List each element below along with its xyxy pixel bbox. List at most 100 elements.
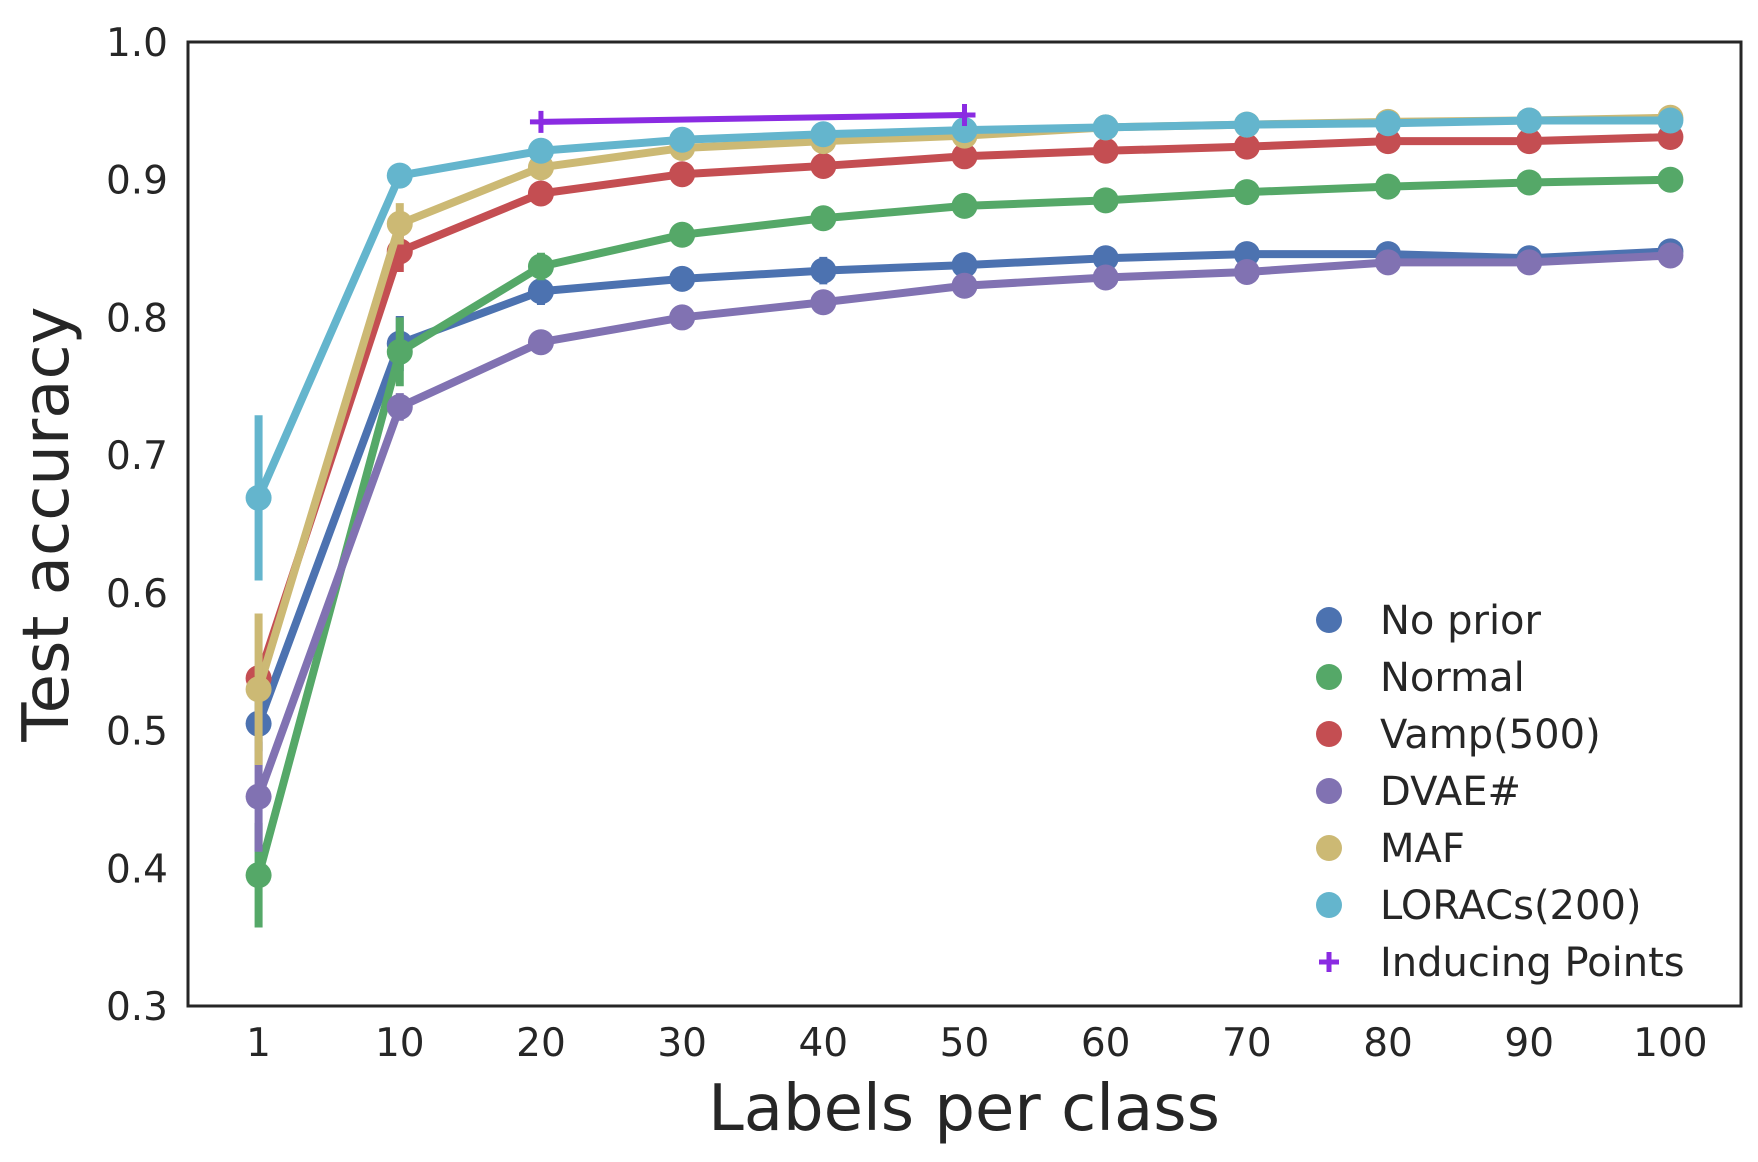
- data-point: [527, 278, 554, 305]
- data-point: [245, 783, 272, 810]
- legend-marker: [1316, 664, 1342, 690]
- y-tick-label: 0.4: [106, 847, 168, 892]
- data-point: [245, 676, 272, 703]
- data-point: [810, 289, 837, 316]
- data-point: [669, 265, 696, 292]
- legend-item: Vamp(500): [1316, 712, 1601, 758]
- data-point: [527, 180, 554, 207]
- legend-label: No prior: [1380, 598, 1542, 644]
- x-tick-label: 40: [798, 1021, 848, 1066]
- data-point: [245, 484, 272, 511]
- x-tick-label: 100: [1633, 1021, 1707, 1066]
- series-layer: [245, 103, 1684, 928]
- legend-label: MAF: [1380, 826, 1465, 872]
- legend-item: DVAE#: [1316, 769, 1521, 815]
- legend-marker: [1316, 778, 1342, 804]
- data-point: [1657, 242, 1684, 269]
- data-point: [951, 272, 978, 299]
- y-axis-title: Test accuracy: [10, 306, 84, 742]
- data-point: [1657, 166, 1684, 193]
- data-point: [1092, 187, 1119, 214]
- data-point: [527, 329, 554, 356]
- data-point: [1092, 245, 1119, 272]
- y-tick-label: 1.0: [106, 21, 168, 66]
- legend-label: Vamp(500): [1380, 712, 1601, 758]
- series-Normal: [245, 166, 1684, 928]
- data-point: [669, 304, 696, 331]
- legend: No prior Normal Vamp(500) DVAE# MAF LORACs(20…: [1316, 598, 1685, 986]
- data-point: [1375, 249, 1402, 276]
- series-line: [540, 111, 965, 125]
- data-point: [1375, 128, 1402, 155]
- data-point: [1233, 133, 1260, 160]
- x-tick-label: 50: [940, 1021, 990, 1066]
- series-line: [254, 247, 1675, 728]
- x-tick-label: 70: [1222, 1021, 1272, 1066]
- data-point: [810, 205, 837, 232]
- data-point: [810, 257, 837, 284]
- data-point: [1092, 137, 1119, 164]
- series-DVAE#: [245, 242, 1684, 852]
- data-point: [1092, 114, 1119, 141]
- y-tick-label: 0.8: [106, 296, 168, 341]
- data-point: [1516, 249, 1543, 276]
- data-point: [1233, 241, 1260, 268]
- data-point: [1516, 128, 1543, 155]
- legend-marker: [1316, 892, 1342, 918]
- data-point: [669, 161, 696, 188]
- legend-item: LORACs(200): [1316, 883, 1642, 929]
- y-tick-label: 0.6: [106, 572, 168, 617]
- legend-marker: [1316, 607, 1342, 633]
- legend-label: Inducing Points: [1380, 940, 1685, 986]
- y-tick-label: 0.5: [106, 710, 168, 755]
- x-axis-title: Labels per class: [708, 1072, 1220, 1146]
- legend-label: Normal: [1380, 655, 1525, 701]
- y-tick-labels: 0.3 0.4 0.5 0.6 0.7 0.8 0.9 1.0: [106, 21, 168, 1030]
- data-point: [386, 210, 413, 237]
- data-point: [810, 152, 837, 179]
- data-point: [951, 192, 978, 219]
- series-LORACs(200): [245, 107, 1684, 581]
- data-point: [245, 862, 272, 889]
- legend-item: MAF: [1316, 826, 1465, 872]
- data-point: [386, 162, 413, 189]
- data-point: [1657, 107, 1684, 134]
- data-point: [669, 126, 696, 153]
- data-point: [1375, 110, 1402, 137]
- series-Vamp(500): [245, 124, 1684, 693]
- x-tick-label: 30: [657, 1021, 707, 1066]
- legend-marker: [1319, 952, 1339, 972]
- legend-item: No prior: [1316, 598, 1542, 644]
- data-point: [1233, 258, 1260, 285]
- plus-marker: [953, 103, 976, 126]
- plus-marker: [529, 110, 552, 133]
- data-point: [1516, 107, 1543, 134]
- legend-label: LORACs(200): [1380, 883, 1642, 929]
- x-tick-label: 10: [375, 1021, 425, 1066]
- legend-label: DVAE#: [1380, 769, 1521, 815]
- data-point: [1233, 179, 1260, 206]
- legend-item: Normal: [1316, 655, 1525, 701]
- plot-frame: [186, 40, 1743, 1008]
- data-point: [951, 143, 978, 170]
- data-point: [951, 117, 978, 144]
- data-point: [386, 393, 413, 420]
- data-point: [527, 253, 554, 280]
- x-tick-label: 60: [1081, 1021, 1131, 1066]
- x-tick-label: 90: [1504, 1021, 1554, 1066]
- data-point: [1375, 173, 1402, 200]
- y-tick-label: 0.9: [106, 159, 168, 204]
- x-tick-labels: 1 10 20 30 40 50 60 70 80 90 100: [246, 1021, 1707, 1066]
- legend-marker: [1316, 835, 1342, 861]
- legend-item: Inducing Points: [1319, 940, 1685, 986]
- y-tick-label: 0.7: [106, 434, 168, 479]
- y-tick-label: 0.3: [106, 985, 168, 1030]
- x-tick-label: 80: [1363, 1021, 1413, 1066]
- data-point: [810, 121, 837, 148]
- x-tick-label: 1: [246, 1021, 271, 1066]
- data-point: [669, 221, 696, 248]
- legend-marker: [1316, 721, 1342, 747]
- data-point: [527, 137, 554, 164]
- data-point: [386, 338, 413, 365]
- data-point: [951, 252, 978, 279]
